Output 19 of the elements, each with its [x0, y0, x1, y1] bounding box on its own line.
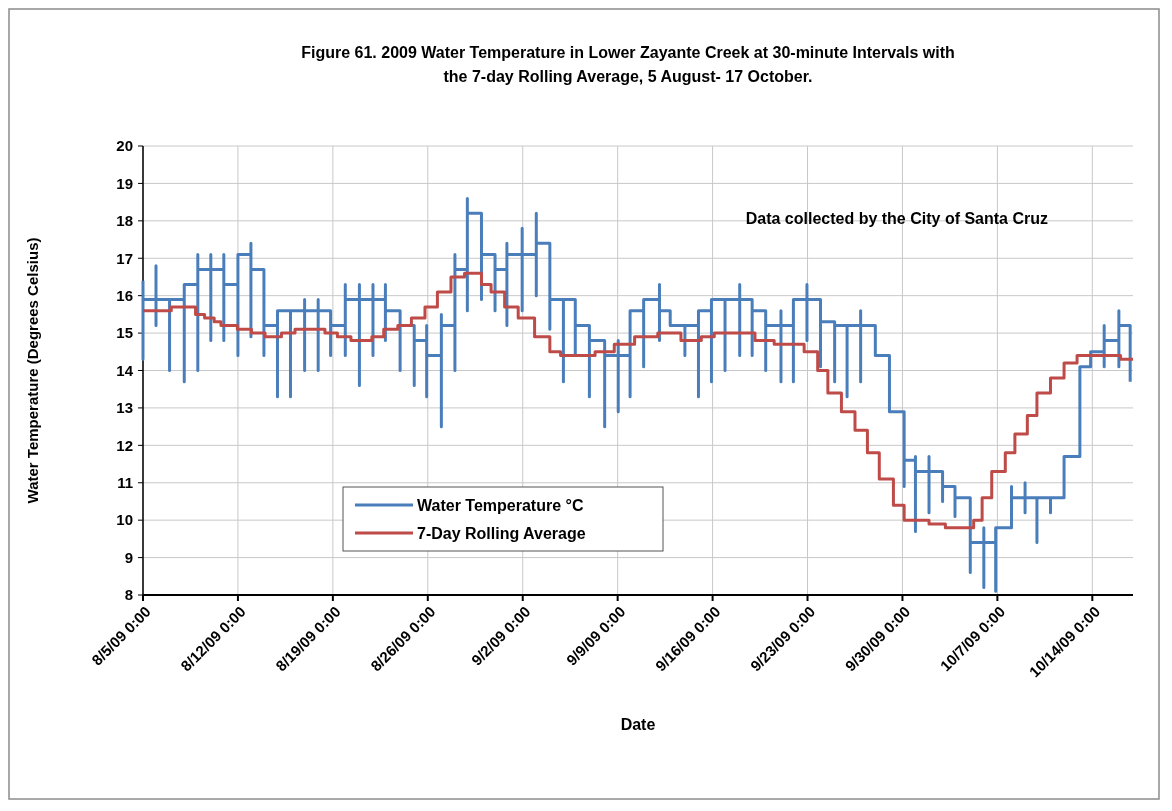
- y-tick-label: 13: [116, 399, 133, 417]
- y-tick-label: 16: [116, 286, 133, 304]
- x-axis-title: Date: [620, 716, 656, 733]
- y-tick-label: 12: [116, 436, 133, 454]
- y-tick-label: 11: [117, 474, 133, 491]
- y-tick-label: 20: [116, 137, 133, 155]
- y-tick-label: 15: [116, 324, 133, 342]
- legend-label: Water Temperature °C: [417, 496, 584, 514]
- y-tick-label: 19: [116, 174, 133, 192]
- y-axis-title: Water Temperature (Degrees Celsius): [24, 237, 41, 504]
- chart-title: Figure 61. 2009 Water Temperature in Lower Zayante Creek at 30-minute Intervals with the 7-day Rolling Average, 5 August- 17 October.: [301, 44, 955, 85]
- legend-label: 7-Day Rolling Average: [417, 524, 586, 542]
- y-tick-label: 8: [124, 586, 133, 604]
- y-tick-label: 10: [116, 511, 133, 529]
- y-tick-label: 18: [116, 212, 133, 230]
- annotation: Data collected by the City of Santa Cruz: [745, 210, 1048, 227]
- y-tick-label: 17: [116, 249, 133, 267]
- y-tick-label: 14: [116, 361, 134, 379]
- y-tick-label: 9: [124, 548, 133, 566]
